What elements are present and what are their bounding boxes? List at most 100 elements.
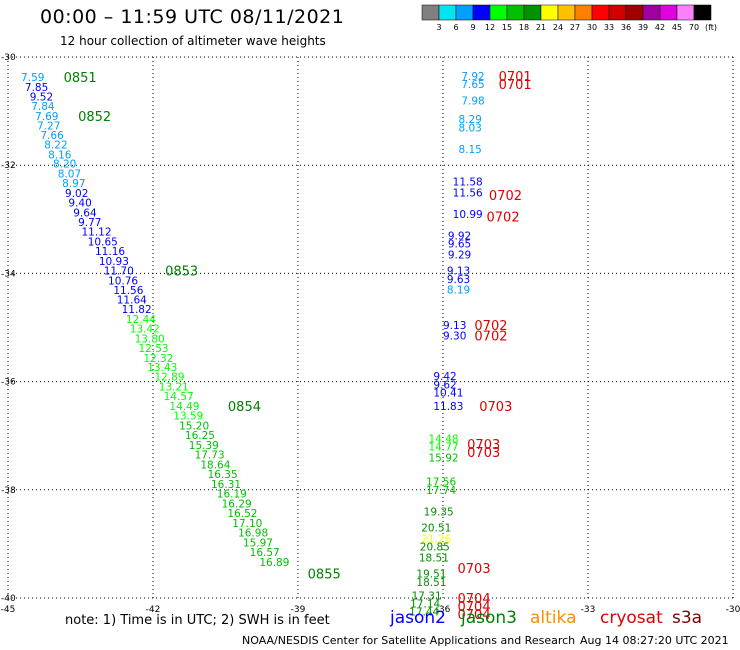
pass-time-label: 0702	[474, 319, 507, 334]
wave-height-value: 9.64	[73, 207, 97, 219]
legend-altika: altika	[530, 608, 577, 628]
wave-height-plot: -45 -42 -39 -36 -33 -30 -30 -32 -34 -36 -38 -40 7.59…	[1, 53, 740, 623]
x-tick-label: -33	[581, 605, 596, 615]
wave-height-value: 11.56	[113, 285, 143, 297]
colorbar-label: 42	[655, 23, 665, 32]
wave-height-value: 7.66	[40, 130, 64, 142]
wave-height-value: 13.43	[147, 362, 177, 374]
wave-height-value: 9.13	[443, 320, 466, 332]
footer-note: note: 1) Time is in UTC; 2) SWH is in fe…	[65, 613, 330, 628]
wave-height-value: 21.26	[421, 533, 451, 545]
generated-timestamp: Aug 14 08:27:20 UTC 2021	[580, 634, 729, 647]
wave-height-value: 15.39	[189, 440, 219, 452]
colorbar-label: 45	[672, 23, 682, 32]
wave-height-value: 16.57	[250, 547, 280, 559]
colorbar-label: 30	[587, 23, 597, 32]
wave-height-value: 7.59	[21, 72, 44, 84]
legend-jason3: jason3	[461, 608, 517, 628]
wave-height-value: 11.70	[104, 266, 134, 278]
wave-height-value: 9.92	[448, 231, 471, 243]
wave-height-value: 17.73	[195, 450, 225, 462]
colorbar-label: 24	[553, 23, 563, 32]
colorbar-label: 9	[470, 23, 475, 32]
wave-height-value: 10.76	[108, 275, 138, 287]
y-tick-label: -32	[1, 161, 16, 171]
colorbar-label: 18	[519, 23, 529, 32]
wave-height-value: 12.44	[126, 314, 156, 326]
y-tick-label: -38	[1, 486, 16, 496]
wave-height-value: 14.77	[429, 442, 459, 454]
credit-line: NOAA/NESDIS Center for Satellite Applica…	[242, 634, 576, 647]
x-tick-label: -45	[1, 605, 16, 615]
colorbar-label: 27	[570, 23, 580, 32]
legend-jason2: jason2	[390, 608, 446, 628]
wave-height-value: 8.15	[458, 144, 481, 156]
wave-height-value: 8.20	[53, 159, 76, 171]
wave-height-value: 7.84	[31, 101, 55, 113]
wave-height-value: 17.10	[232, 518, 262, 530]
wave-height-value: 8.29	[458, 114, 481, 126]
wave-height-value: 8.19	[447, 285, 470, 297]
colorbar-label: 12	[485, 23, 495, 32]
wave-height-value: 14.48	[429, 433, 459, 445]
pass-time-label: 0854	[228, 400, 261, 415]
wave-height-value: 11.58	[453, 176, 483, 188]
wave-height-value: 15.97	[243, 537, 273, 549]
wave-height-value: 7.85	[25, 82, 48, 94]
wave-height-value: 19.51	[416, 569, 446, 581]
chart-subtitle: 12 hour collection of altimeter wave hei…	[60, 34, 326, 48]
pass-time-label: 0853	[165, 265, 198, 280]
wave-height-value: 8.03	[458, 122, 481, 134]
y-tick-label: -34	[1, 269, 16, 279]
wave-height-value: 13.42	[130, 324, 160, 336]
wave-height-value: 15.92	[429, 452, 459, 464]
y-tick-label: -36	[1, 378, 16, 388]
pass-time-label: 0703	[479, 400, 512, 415]
wave-height-value: 20.85	[420, 542, 450, 554]
pass-time-label: 0852	[78, 110, 111, 125]
wave-height-value: 11.82	[122, 304, 152, 316]
chart-title: 00:00 – 11:59 UTC 08/11/2021	[40, 6, 345, 28]
colorbar-label: 39	[638, 23, 648, 32]
wave-height-value: 8.97	[62, 178, 85, 190]
pass-time-label: 0703	[458, 562, 491, 577]
wave-height-value: 10.41	[433, 387, 463, 399]
wave-height-value: 10.93	[99, 256, 129, 268]
wave-height-value: 8.16	[48, 149, 72, 161]
wave-height-value: 20.51	[421, 523, 451, 535]
colorbar-label: 6	[453, 23, 458, 32]
wave-height-value: 18.64	[200, 459, 230, 471]
wave-height-value: 7.92	[461, 71, 484, 83]
wave-height-value: 16.19	[217, 489, 247, 501]
pass-time-label: 0704	[458, 600, 491, 615]
wave-height-value: 18.51	[416, 577, 446, 589]
wave-height-value: 10.99	[453, 209, 483, 221]
x-tick-label: -30	[726, 605, 740, 615]
wave-height-value: 13.21	[159, 381, 189, 393]
colorbar-label: 15	[502, 23, 512, 32]
wave-height-value: 9.29	[448, 249, 471, 261]
wave-height-value: 17.74	[426, 485, 456, 497]
wave-height-value: 7.65	[461, 79, 484, 91]
wave-height-value: 16.29	[222, 498, 252, 510]
wave-height-value: 7.98	[461, 95, 484, 107]
wave-height-value: 11.16	[95, 246, 125, 258]
x-tick-label: -36	[436, 605, 451, 615]
y-tick-label: -40	[1, 594, 16, 604]
wave-height-value: 12.89	[154, 372, 184, 384]
wave-height-value: 8.07	[58, 168, 81, 180]
x-tick-label: -39	[291, 605, 306, 615]
pass-time-label: 0704	[458, 592, 491, 607]
colorbar-label: 36	[621, 23, 631, 32]
colorbar-label: 70	[689, 23, 699, 32]
wave-height-value: 9.65	[448, 239, 471, 251]
wave-height-value: 16.98	[238, 528, 268, 540]
wave-height-value: 11.12	[81, 227, 111, 239]
wave-height-value: 17.31	[412, 590, 442, 602]
wave-height-value: 19.35	[424, 506, 454, 518]
wave-height-value: 16.52	[227, 508, 257, 520]
pass-time-label: 0851	[64, 71, 97, 86]
wave-height-value: 9.02	[65, 188, 88, 200]
legend-cryosat: cryosat	[600, 608, 663, 628]
wave-height-value: 14.57	[164, 391, 194, 403]
